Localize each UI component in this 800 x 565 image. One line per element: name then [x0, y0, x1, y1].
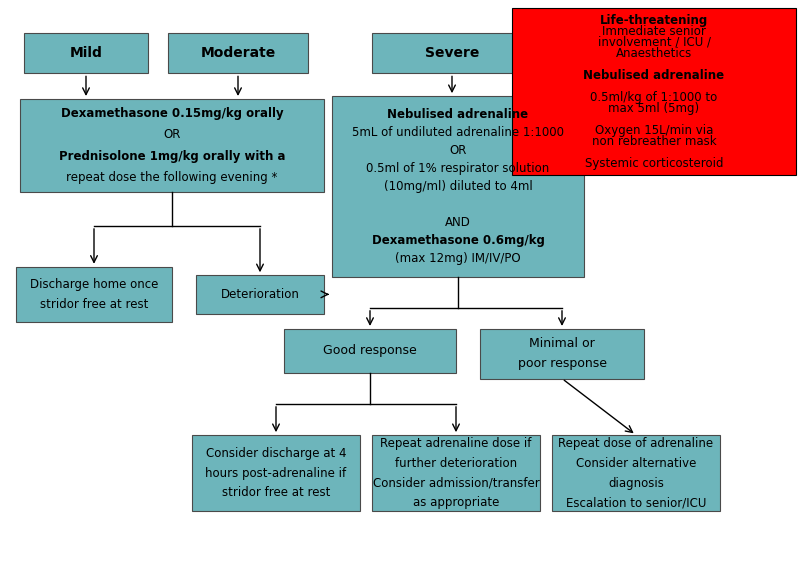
- Text: 5mL of undiluted adrenaline 1:1000: 5mL of undiluted adrenaline 1:1000: [352, 125, 564, 139]
- Text: involvement / ICU /: involvement / ICU /: [598, 36, 710, 49]
- Text: AND: AND: [445, 216, 471, 229]
- FancyBboxPatch shape: [480, 329, 644, 379]
- Text: Severe: Severe: [425, 46, 479, 60]
- Text: further deterioration: further deterioration: [395, 457, 517, 470]
- Text: non rebreather mask: non rebreather mask: [592, 135, 716, 148]
- Text: Repeat adrenaline dose if: Repeat adrenaline dose if: [380, 437, 532, 450]
- FancyBboxPatch shape: [512, 8, 796, 175]
- Text: Moderate: Moderate: [200, 46, 276, 60]
- Text: stridor free at rest: stridor free at rest: [40, 298, 148, 311]
- Text: OR: OR: [163, 128, 181, 141]
- Text: Dexamethasone 0.15mg/kg orally: Dexamethasone 0.15mg/kg orally: [61, 107, 283, 120]
- Text: Oxygen 15L/min via: Oxygen 15L/min via: [595, 124, 713, 137]
- FancyBboxPatch shape: [24, 33, 148, 73]
- Text: OR: OR: [450, 144, 466, 157]
- FancyBboxPatch shape: [372, 33, 532, 73]
- Text: stridor free at rest: stridor free at rest: [222, 486, 330, 499]
- Text: Consider alternative: Consider alternative: [576, 457, 696, 470]
- Text: Prednisolone 1mg/kg orally with a: Prednisolone 1mg/kg orally with a: [58, 150, 286, 163]
- Text: Discharge home once: Discharge home once: [30, 278, 158, 291]
- FancyBboxPatch shape: [168, 33, 308, 73]
- FancyBboxPatch shape: [372, 435, 540, 511]
- Text: 0.5ml of 1% respirator solution: 0.5ml of 1% respirator solution: [366, 162, 550, 175]
- Text: Mild: Mild: [70, 46, 102, 60]
- Text: Good response: Good response: [323, 344, 417, 358]
- Text: Anaesthetics: Anaesthetics: [616, 47, 692, 60]
- Text: Minimal or: Minimal or: [529, 337, 595, 350]
- FancyBboxPatch shape: [192, 435, 360, 511]
- Text: as appropriate: as appropriate: [413, 496, 499, 510]
- FancyBboxPatch shape: [552, 435, 720, 511]
- Text: Consider admission/transfer: Consider admission/transfer: [373, 476, 539, 490]
- FancyBboxPatch shape: [196, 275, 324, 314]
- Text: Immediate senior: Immediate senior: [602, 25, 706, 38]
- Text: Repeat dose of adrenaline: Repeat dose of adrenaline: [558, 437, 714, 450]
- Text: max 5ml (5mg): max 5ml (5mg): [609, 102, 699, 115]
- Text: repeat dose the following evening *: repeat dose the following evening *: [66, 171, 278, 184]
- FancyBboxPatch shape: [284, 329, 456, 373]
- FancyBboxPatch shape: [16, 267, 172, 322]
- Text: Dexamethasone 0.6mg/kg: Dexamethasone 0.6mg/kg: [371, 234, 545, 247]
- Text: diagnosis: diagnosis: [608, 476, 664, 490]
- Text: Nebulised adrenaline: Nebulised adrenaline: [583, 69, 725, 82]
- Text: (10mg/ml) diluted to 4ml: (10mg/ml) diluted to 4ml: [384, 180, 532, 193]
- Text: Systemic corticosteroid: Systemic corticosteroid: [585, 157, 723, 170]
- Text: Nebulised adrenaline: Nebulised adrenaline: [387, 107, 529, 121]
- Text: 0.5ml/kg of 1:1000 to: 0.5ml/kg of 1:1000 to: [590, 91, 718, 104]
- Text: (max 12mg) IM/IV/PO: (max 12mg) IM/IV/PO: [395, 252, 521, 266]
- Text: Escalation to senior/ICU: Escalation to senior/ICU: [566, 496, 706, 510]
- Text: Deterioration: Deterioration: [221, 288, 299, 301]
- FancyBboxPatch shape: [332, 96, 584, 277]
- Text: hours post-adrenaline if: hours post-adrenaline if: [206, 467, 346, 480]
- Text: Consider discharge at 4: Consider discharge at 4: [206, 447, 346, 460]
- Text: Life-threatening: Life-threatening: [600, 14, 708, 27]
- FancyBboxPatch shape: [20, 99, 324, 192]
- Text: poor response: poor response: [518, 357, 606, 370]
